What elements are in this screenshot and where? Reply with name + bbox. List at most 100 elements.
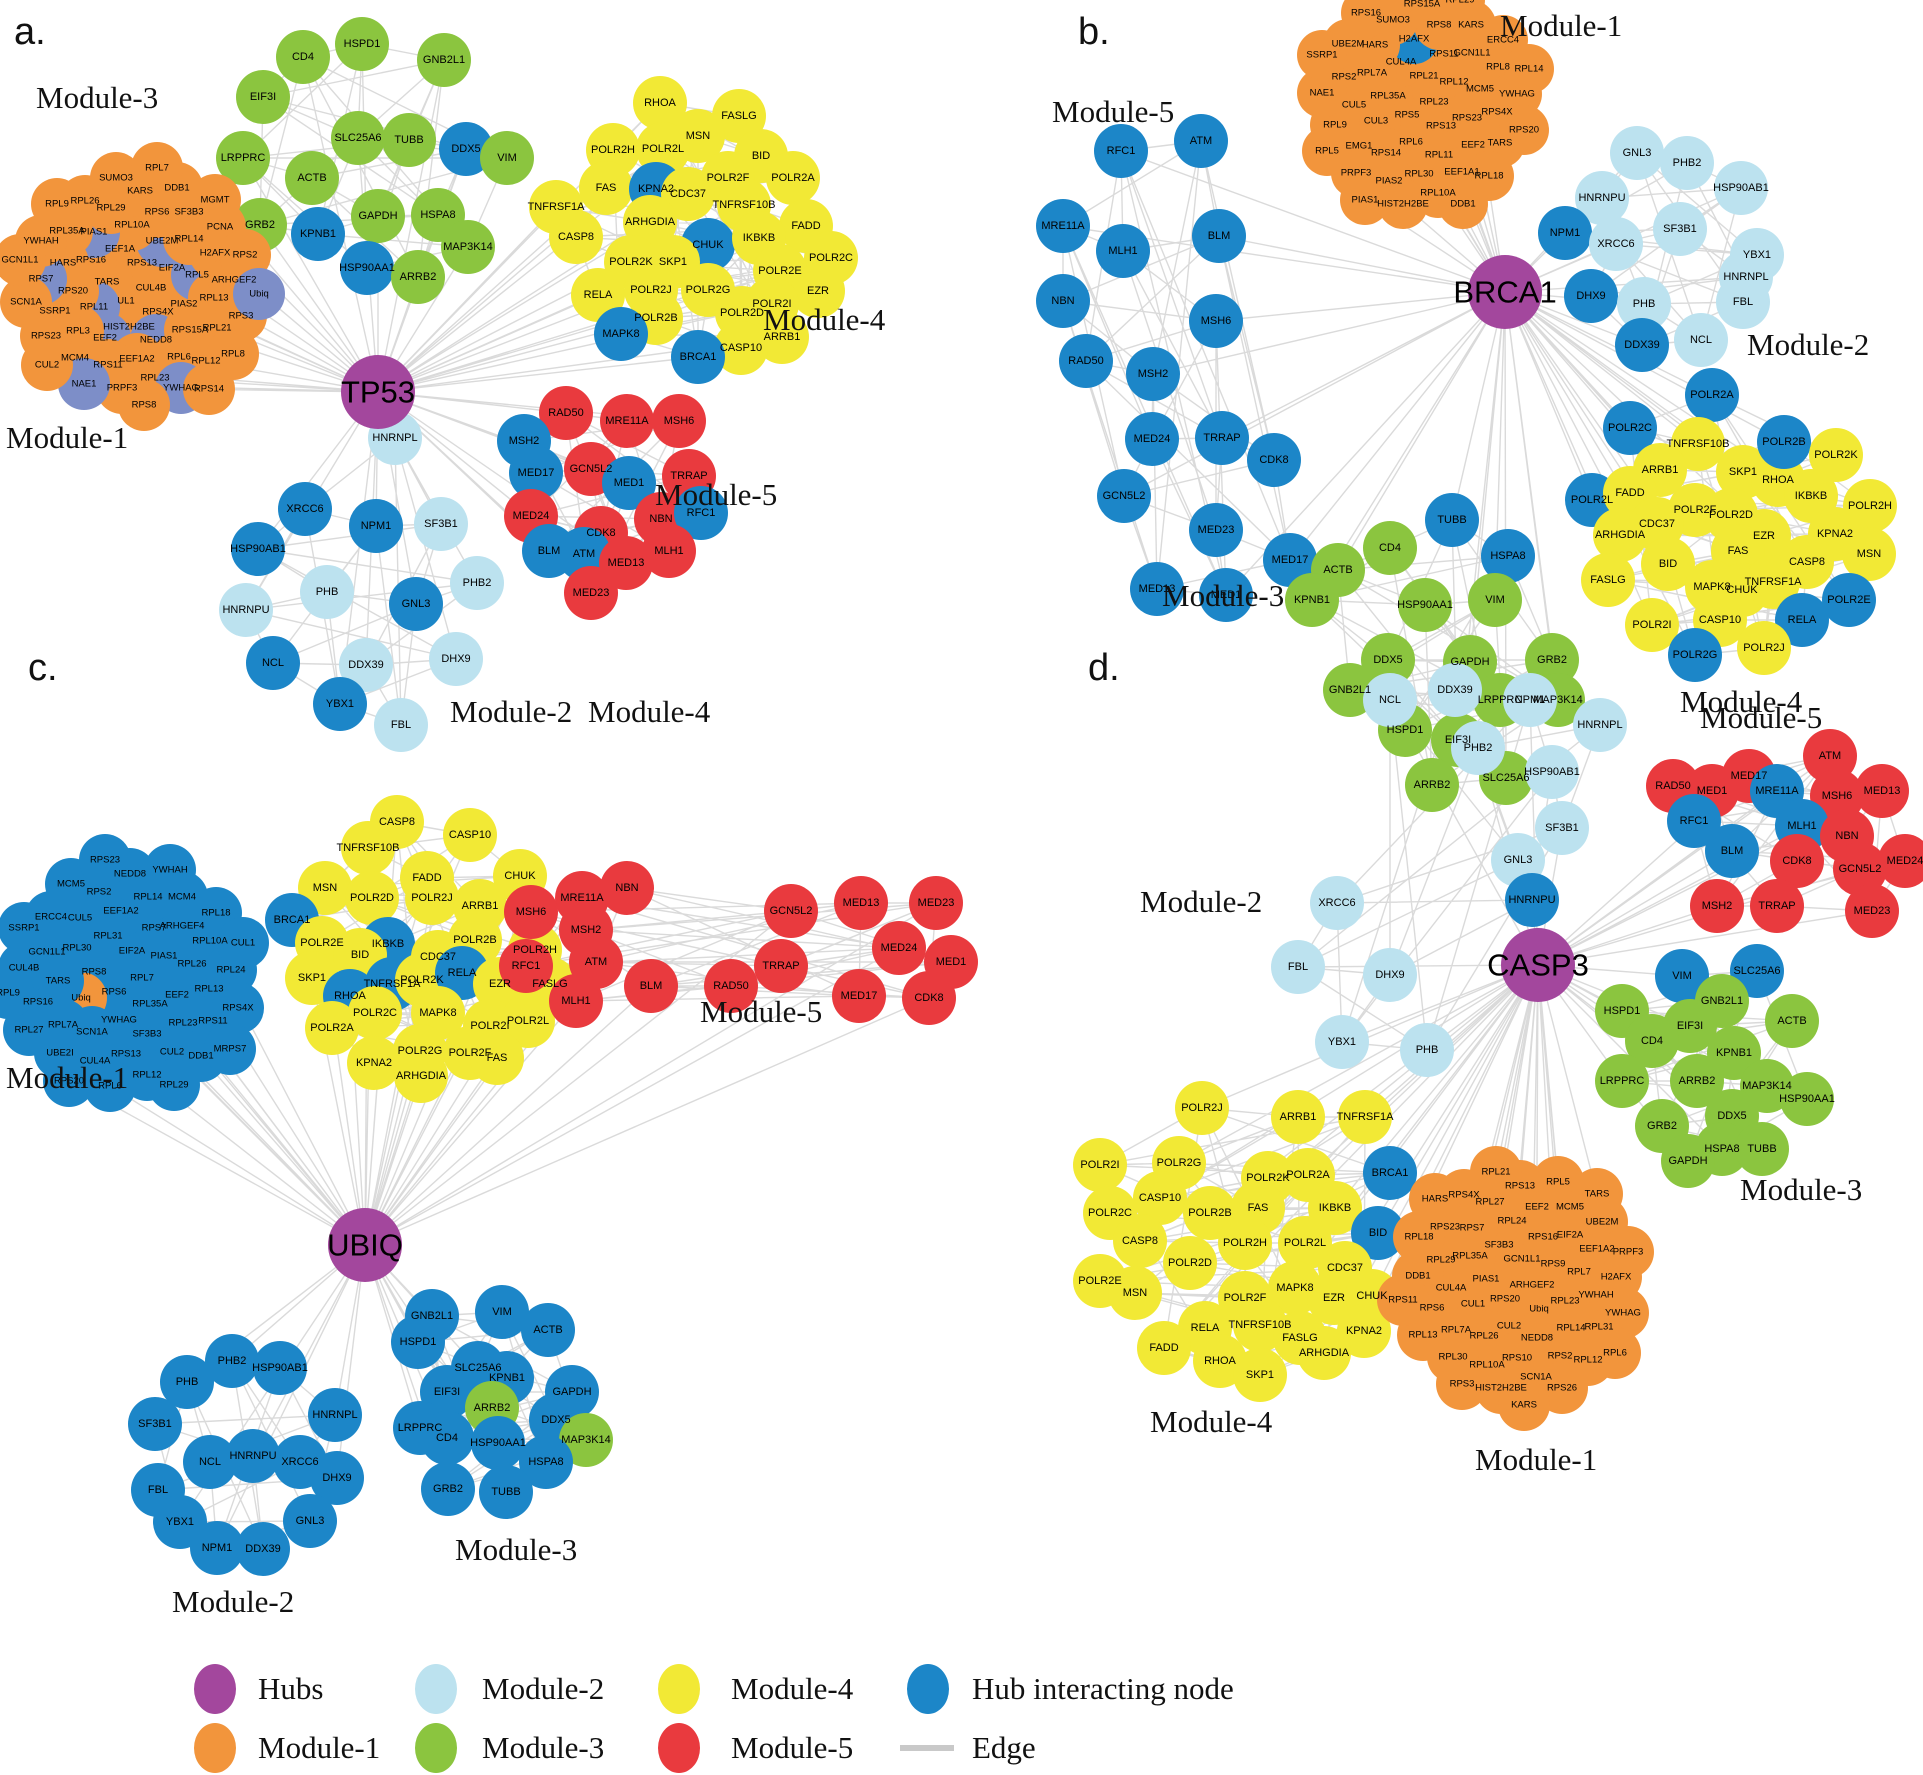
node-RPS8[interactable] bbox=[118, 379, 170, 431]
node-POLR2D[interactable] bbox=[345, 871, 399, 925]
node-MLH1[interactable] bbox=[549, 974, 603, 1028]
node-FASLG[interactable] bbox=[1581, 553, 1635, 607]
node-MED17[interactable] bbox=[509, 446, 563, 500]
node-POLR2J[interactable] bbox=[1737, 621, 1791, 675]
node-TNFRSF10B[interactable] bbox=[1671, 417, 1725, 471]
node-MAP3K14[interactable] bbox=[559, 1413, 613, 1467]
node-SF3B1[interactable] bbox=[1535, 801, 1589, 855]
node-RPL5[interactable] bbox=[1532, 1156, 1584, 1208]
node-RAD50[interactable] bbox=[539, 386, 593, 440]
node-POLR2J[interactable] bbox=[1175, 1081, 1229, 1135]
node-CDK8[interactable] bbox=[1770, 834, 1824, 888]
node-MSH6[interactable] bbox=[504, 885, 558, 939]
node-MAPK8[interactable] bbox=[594, 307, 648, 361]
node-TARS[interactable] bbox=[1571, 1168, 1623, 1220]
node-CDK8[interactable] bbox=[902, 971, 956, 1025]
node-CDC37[interactable] bbox=[661, 167, 715, 221]
node-MED1[interactable] bbox=[1199, 568, 1253, 622]
node-RPL21[interactable] bbox=[1470, 1146, 1522, 1198]
node-HSP90AA1[interactable] bbox=[340, 241, 394, 295]
node-POLR2I[interactable] bbox=[1073, 1138, 1127, 1192]
node-HSPD1[interactable] bbox=[391, 1315, 445, 1369]
node-BRCA1[interactable] bbox=[1363, 1146, 1417, 1200]
node-RPL14[interactable] bbox=[1504, 44, 1554, 94]
node-VIM[interactable] bbox=[1468, 573, 1522, 627]
node-HSP90AB1[interactable] bbox=[1714, 161, 1768, 215]
node-DHX9[interactable] bbox=[1564, 269, 1618, 323]
node-CASP10[interactable] bbox=[1133, 1171, 1187, 1225]
node-EIF2A[interactable] bbox=[1373, 0, 1423, 15]
node-POLR2A[interactable] bbox=[766, 151, 820, 205]
node-RFC1[interactable] bbox=[1094, 124, 1148, 178]
node-MED17[interactable] bbox=[1263, 533, 1317, 587]
node-TUBB[interactable] bbox=[382, 113, 436, 167]
node-TNFRSF1A[interactable] bbox=[1338, 1090, 1392, 1144]
node-MRPS7[interactable] bbox=[204, 1023, 256, 1075]
node-NBN[interactable] bbox=[1036, 274, 1090, 328]
node-RHOA[interactable] bbox=[633, 76, 687, 130]
node-DDX39[interactable] bbox=[236, 1522, 290, 1576]
node-MLH1[interactable] bbox=[642, 524, 696, 578]
node-HSP90AB1[interactable] bbox=[253, 1341, 307, 1395]
node-CASP10[interactable] bbox=[443, 808, 497, 862]
node-RPS4X[interactable] bbox=[212, 982, 264, 1034]
node-TRRAP[interactable] bbox=[1195, 411, 1249, 465]
node-DDX39[interactable] bbox=[339, 638, 393, 692]
node-RPL29[interactable] bbox=[1435, 0, 1485, 25]
node-RPL29[interactable] bbox=[148, 1059, 200, 1111]
node-NCL[interactable] bbox=[183, 1435, 237, 1489]
node-CD4[interactable] bbox=[276, 30, 330, 84]
node-RPS11[interactable] bbox=[1377, 1274, 1429, 1326]
node-PRPF3[interactable] bbox=[1602, 1226, 1654, 1278]
node-RPS14[interactable] bbox=[183, 363, 235, 415]
node-DHX9[interactable] bbox=[1363, 948, 1417, 1002]
node-GCN5L2[interactable] bbox=[1097, 469, 1151, 523]
node-EZR[interactable] bbox=[791, 264, 845, 318]
node-POLR2B[interactable] bbox=[1757, 415, 1811, 469]
node-MGMT[interactable] bbox=[189, 174, 241, 226]
node-EIF3I[interactable] bbox=[236, 70, 290, 124]
node-Ubiq[interactable] bbox=[233, 268, 285, 320]
hub-BRCA1[interactable] bbox=[1468, 255, 1542, 329]
node-CUL1[interactable] bbox=[217, 917, 269, 969]
node-ATM[interactable] bbox=[1174, 114, 1228, 168]
node-ARRB2[interactable] bbox=[1670, 1054, 1724, 1108]
node-GAPDH[interactable] bbox=[351, 189, 405, 243]
node-TUBB[interactable] bbox=[1425, 493, 1479, 547]
node-NPM1[interactable] bbox=[190, 1521, 244, 1575]
node-ARRB2[interactable] bbox=[1405, 758, 1459, 812]
node-NCL[interactable] bbox=[246, 636, 300, 690]
node-ARHGDIA[interactable] bbox=[623, 195, 677, 249]
node-POLR2G[interactable] bbox=[1668, 628, 1722, 682]
node-RPL9[interactable] bbox=[31, 178, 83, 230]
node-NCL[interactable] bbox=[1674, 313, 1728, 367]
node-SUMO3[interactable] bbox=[90, 152, 142, 204]
node-GCN5L2[interactable] bbox=[764, 884, 818, 938]
node-NPM1[interactable] bbox=[1503, 673, 1557, 727]
node-BLM[interactable] bbox=[1705, 824, 1759, 878]
node-HNRNPL[interactable] bbox=[308, 1388, 362, 1442]
node-FBL[interactable] bbox=[374, 698, 428, 752]
node-HNRNPU[interactable] bbox=[1575, 171, 1629, 225]
node-ACTB[interactable] bbox=[1765, 994, 1819, 1048]
node-SLC25A6[interactable] bbox=[331, 111, 385, 165]
node-GNL3[interactable] bbox=[389, 577, 443, 631]
node-MED24[interactable] bbox=[1125, 412, 1179, 466]
node-POLR2L[interactable] bbox=[1278, 1216, 1332, 1270]
node-RPL7[interactable] bbox=[131, 142, 183, 194]
node-MLH1[interactable] bbox=[1096, 224, 1150, 278]
node-BRCA1[interactable] bbox=[671, 330, 725, 384]
node-ARHGDIA[interactable] bbox=[394, 1049, 448, 1103]
node-PHB[interactable] bbox=[300, 565, 354, 619]
node-POLR2B[interactable] bbox=[1183, 1186, 1237, 1240]
node-TRRAP[interactable] bbox=[1750, 879, 1804, 933]
node-FAS[interactable] bbox=[470, 1031, 524, 1085]
node-RPL6[interactable] bbox=[1589, 1327, 1641, 1379]
node-FASLG[interactable] bbox=[712, 89, 766, 143]
node-HSP90AA1[interactable] bbox=[471, 1416, 525, 1470]
node-MAP3K14[interactable] bbox=[441, 220, 495, 274]
node-SLC25A6[interactable] bbox=[1730, 944, 1784, 998]
node-POLR2L[interactable] bbox=[636, 122, 690, 176]
node-POLR2L[interactable] bbox=[501, 994, 555, 1048]
node-NAE1[interactable] bbox=[1297, 68, 1347, 118]
